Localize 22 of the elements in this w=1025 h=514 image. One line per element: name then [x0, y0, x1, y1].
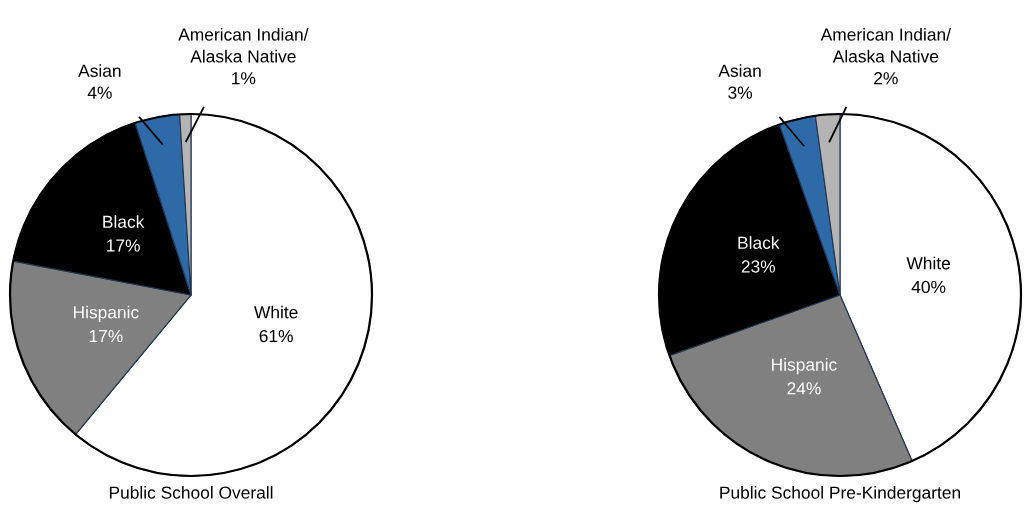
data-label: 1%	[232, 72, 256, 85]
slice-label: Black	[103, 215, 145, 228]
text: Public School Overall	[109, 486, 273, 499]
slice-label: Asian	[78, 64, 121, 77]
slice-label: White	[254, 305, 298, 319]
data-label: 24%	[787, 382, 821, 395]
data-label: 61%	[259, 329, 293, 343]
data-label: 4%	[87, 86, 112, 99]
slice-label: American Indian/ Alaska Native	[178, 27, 309, 63]
data-label: 23%	[741, 260, 776, 273]
slice-label: White	[906, 256, 951, 270]
slice-label: Black	[738, 236, 780, 249]
data-label: 2%	[874, 72, 898, 85]
slice-label: Hispanic	[772, 358, 837, 375]
slice-label: American Indian/ Alaska Native	[820, 27, 951, 63]
text: Public School Pre-Kindergarten	[720, 486, 960, 503]
data-label: 17%	[89, 329, 123, 343]
slice-label: Hispanic	[73, 305, 139, 322]
data-label: 40%	[911, 280, 946, 294]
data-label: 3%	[728, 86, 753, 99]
slice-label: Asian	[718, 64, 761, 77]
data-label: 17%	[107, 239, 140, 252]
